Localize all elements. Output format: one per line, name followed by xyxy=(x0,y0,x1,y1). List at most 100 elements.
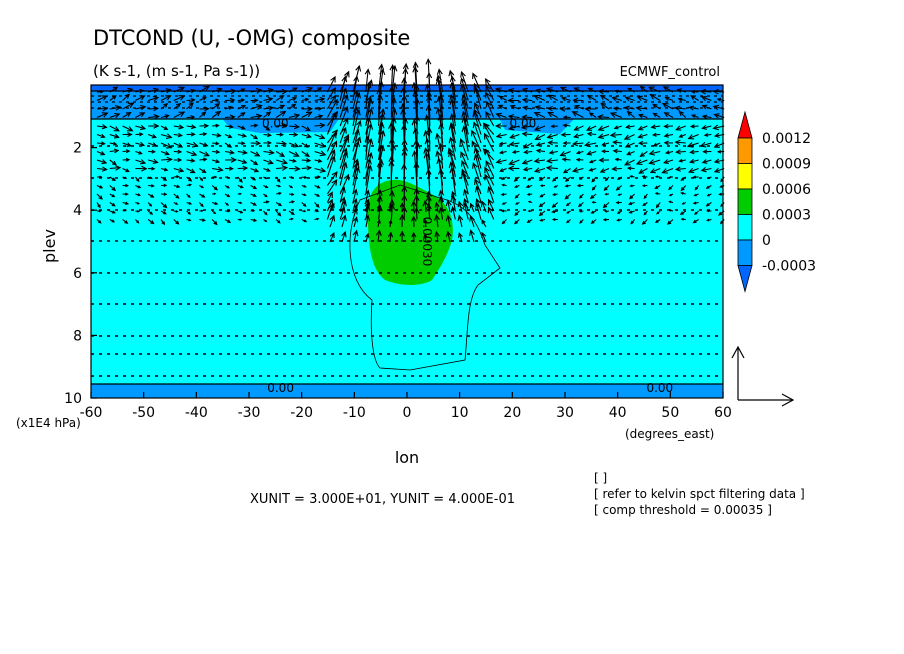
wind-vector-head xyxy=(498,141,504,146)
wind-vector-head xyxy=(240,112,246,117)
wind-vector-head xyxy=(677,97,683,102)
wind-vector-head xyxy=(354,166,361,174)
wind-vector-head xyxy=(461,125,468,133)
wind-vector xyxy=(173,125,184,129)
wind-vector xyxy=(339,88,347,110)
wind-vector xyxy=(352,76,358,101)
wind-vector-head xyxy=(448,69,455,77)
wind-vector xyxy=(624,134,635,140)
wind-vector-head xyxy=(111,219,116,223)
wind-vector-head xyxy=(626,166,632,171)
wind-vector-head xyxy=(674,139,681,146)
wind-vector-head xyxy=(538,203,544,208)
wind-vector-head xyxy=(481,219,486,225)
wind-vector xyxy=(96,142,105,145)
wind-vector-head xyxy=(367,97,374,105)
wind-vector-head xyxy=(139,112,146,118)
wind-vector xyxy=(496,113,507,119)
wind-vector-head xyxy=(352,229,359,237)
wind-vector-head xyxy=(560,96,567,102)
wind-vector-head xyxy=(291,192,295,196)
wind-vector xyxy=(352,129,359,152)
dataset-label: ECMWF_control xyxy=(620,65,720,80)
wind-vector-head xyxy=(462,202,469,210)
wind-vector-head xyxy=(579,177,583,180)
wind-vector xyxy=(536,150,546,153)
wind-vector-head xyxy=(426,190,432,198)
wind-vector xyxy=(488,199,495,212)
wind-vector-head xyxy=(678,110,684,116)
wind-vector xyxy=(664,133,674,137)
wind-vector-head xyxy=(435,107,442,114)
wind-vector xyxy=(547,133,558,139)
wind-vector xyxy=(463,203,469,220)
wind-vector xyxy=(427,169,431,195)
wind-vector-head xyxy=(575,150,581,155)
wind-vector xyxy=(326,113,336,135)
wind-vector-head xyxy=(600,102,607,108)
wind-vector-head xyxy=(214,175,218,179)
wind-vector xyxy=(326,132,337,152)
wind-vector xyxy=(160,158,172,161)
wind-vector xyxy=(488,186,495,203)
wind-vector xyxy=(122,125,133,132)
wind-vector-head xyxy=(390,116,397,124)
wind-vector-head xyxy=(401,194,408,201)
wind-vector-head xyxy=(484,148,491,156)
wind-vector-head xyxy=(364,201,370,208)
wind-vector xyxy=(352,189,357,203)
wind-vector-head xyxy=(716,97,722,102)
wind-vector-head xyxy=(150,184,155,188)
wind-vector-head xyxy=(228,166,234,171)
wind-vector-head xyxy=(573,125,580,131)
wind-vector-head xyxy=(474,202,481,210)
wind-vector xyxy=(690,159,699,163)
wind-vector-head xyxy=(215,159,221,164)
wind-vector-head xyxy=(511,150,517,154)
wind-vector-head xyxy=(318,106,323,111)
wind-vector-head xyxy=(643,212,647,216)
wind-vector-head xyxy=(654,175,659,179)
wind-vector-head xyxy=(703,133,709,137)
wind-vector-head xyxy=(545,165,553,171)
wind-vector-head xyxy=(203,142,209,147)
wind-vector-head xyxy=(507,87,515,94)
wind-vector-head xyxy=(469,214,475,222)
wind-vector xyxy=(627,150,635,155)
wind-vector-head xyxy=(597,125,605,132)
wind-vector-head xyxy=(457,232,463,238)
wind-vector xyxy=(451,195,456,212)
x-tick-label: -30 xyxy=(238,405,261,421)
wind-vector xyxy=(301,167,311,170)
wind-vector-head xyxy=(304,175,308,179)
wind-vector-head xyxy=(113,133,120,139)
wind-vector-head xyxy=(461,116,468,123)
wind-vector xyxy=(250,151,260,157)
wind-vector xyxy=(96,125,107,128)
wind-vector-head xyxy=(579,195,583,199)
wind-vector xyxy=(481,201,487,213)
wind-vector-head xyxy=(266,167,271,172)
wind-vector xyxy=(199,85,210,93)
wind-vector xyxy=(624,106,635,110)
wind-vector-head xyxy=(281,122,288,129)
wind-vector-head xyxy=(546,157,553,164)
wind-vector-head xyxy=(364,204,371,212)
wind-vector-head xyxy=(613,125,619,130)
wind-vector-head xyxy=(176,175,180,179)
wind-vector-head xyxy=(612,106,618,111)
wind-vector-head xyxy=(639,85,646,91)
wind-vector-head xyxy=(547,111,554,118)
wind-vector-head xyxy=(609,132,617,138)
wind-vector-head xyxy=(399,230,405,237)
wind-vector xyxy=(326,171,338,186)
wind-vector-head xyxy=(460,159,467,167)
wind-vector-head xyxy=(255,140,262,146)
contour-label: 0.00 xyxy=(510,117,537,131)
wind-vector-head xyxy=(616,211,621,214)
wind-vector-head xyxy=(112,95,117,100)
wind-vector xyxy=(451,114,456,135)
wind-vector-head xyxy=(538,177,543,181)
wind-vector xyxy=(536,89,546,93)
wind-vector-head xyxy=(279,104,286,110)
